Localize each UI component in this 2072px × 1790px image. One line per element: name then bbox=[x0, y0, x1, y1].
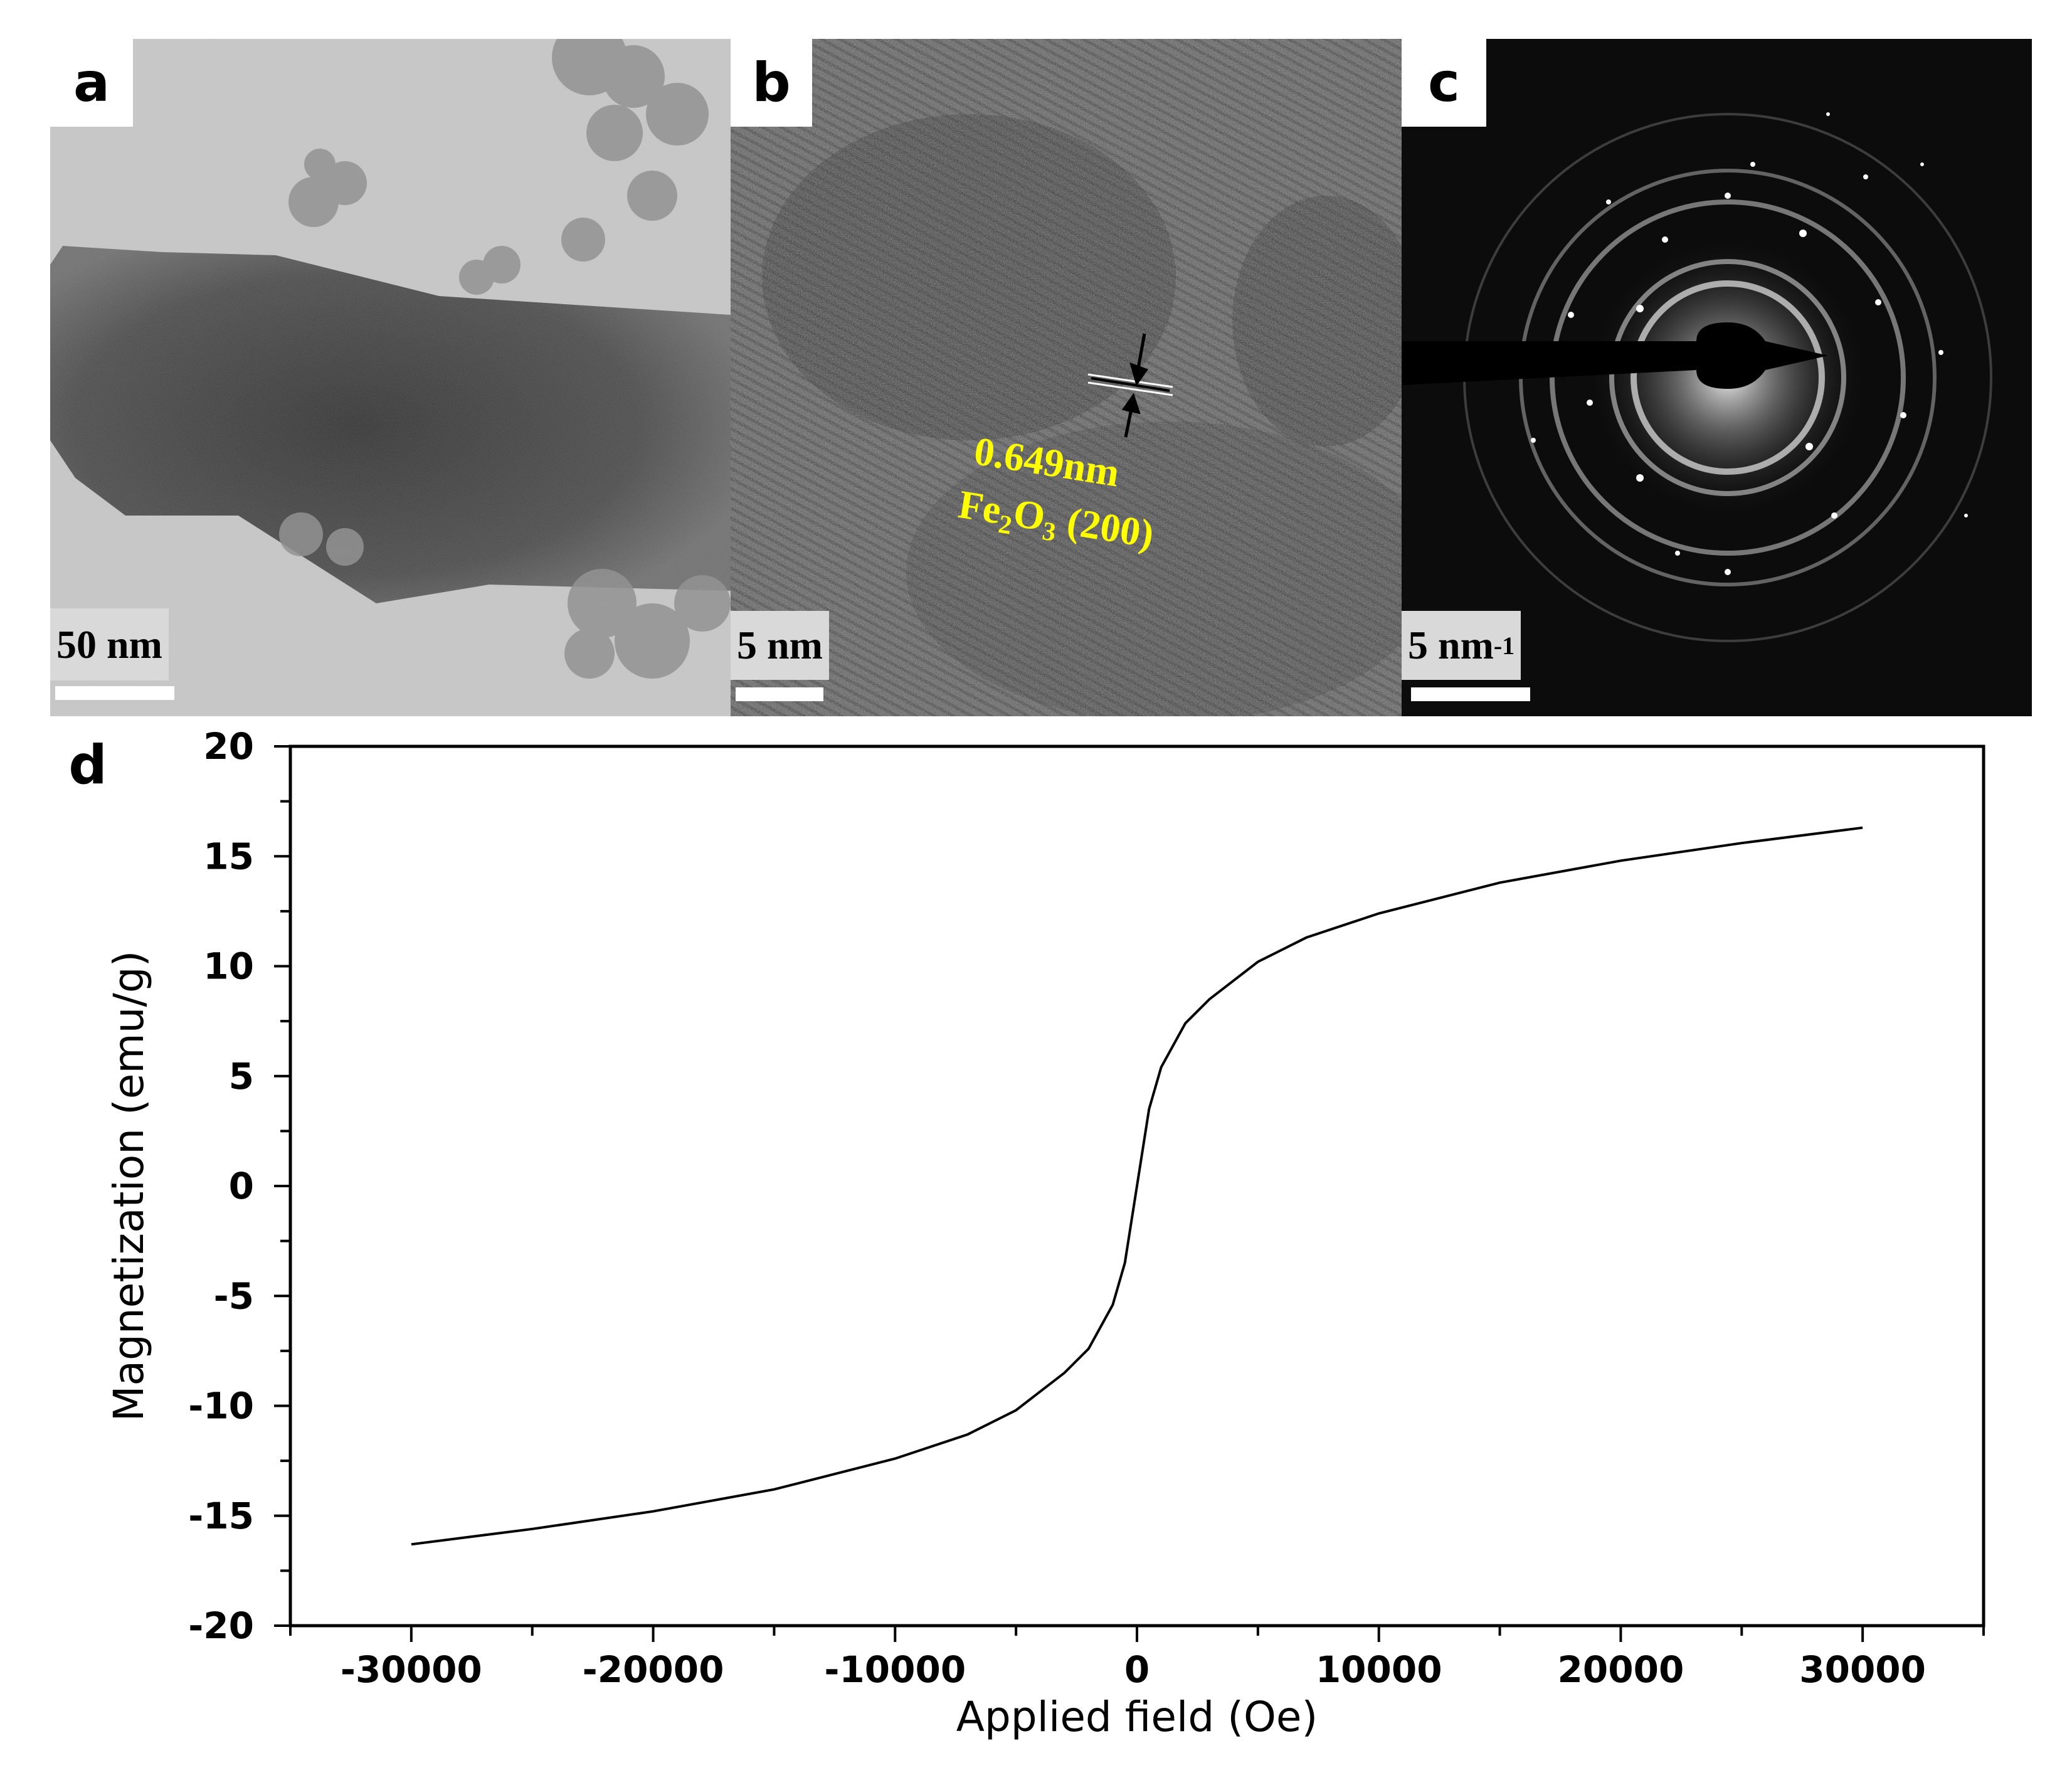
x-axis-label: Applied field (Oe) bbox=[956, 1693, 1318, 1741]
tem-image-panel-a: a 50 nm bbox=[50, 39, 731, 716]
scale-label-c: 5 nm -1 bbox=[1402, 611, 1521, 680]
x-tick-label: 10000 bbox=[1316, 1648, 1442, 1691]
magnetization-chart: -30000 -20000 -10000 0 10000 20000 30000 20 15 1… bbox=[105, 725, 1985, 1741]
x-tick-label: -10000 bbox=[824, 1648, 966, 1691]
x-tick-label: 30000 bbox=[1799, 1648, 1926, 1691]
scale-bar-a bbox=[55, 686, 174, 700]
scale-label-a: 50 nm bbox=[50, 608, 169, 681]
y-tick-label: 5 bbox=[229, 1055, 254, 1098]
scale-bar-b bbox=[736, 687, 823, 701]
scale-label-c-value: 5 nm bbox=[1408, 623, 1494, 667]
y-tick-label: 15 bbox=[203, 835, 254, 877]
scale-bar-c bbox=[1411, 687, 1530, 701]
y-axis-label: Magnetization (emu/g) bbox=[105, 951, 153, 1422]
plane-prefix: Fe bbox=[955, 481, 1005, 532]
y-tick-label: -20 bbox=[188, 1604, 254, 1647]
x-tick-label: -30000 bbox=[341, 1648, 482, 1691]
panel-label-b: b bbox=[731, 39, 812, 127]
y-tick-label: -5 bbox=[214, 1274, 254, 1317]
y-axis-ticks: 20 15 10 5 0 -5 -10 -15 -20 bbox=[188, 725, 290, 1647]
scale-label-c-exp: -1 bbox=[1493, 631, 1515, 660]
hrtem-image-panel-b: b 0.649nm Fe2O3 (200) 5 nm bbox=[731, 39, 1402, 716]
panel-label-c: c bbox=[1402, 39, 1486, 127]
y-tick-label: 0 bbox=[229, 1165, 254, 1207]
lattice-spacing-marker bbox=[1087, 333, 1173, 438]
y-tick-label: 10 bbox=[203, 945, 254, 988]
hrtem-image-b bbox=[731, 39, 1402, 716]
x-tick-label: 0 bbox=[1124, 1648, 1150, 1691]
tem-image-a bbox=[50, 39, 731, 716]
panel-label-a: a bbox=[50, 39, 133, 127]
y-tick-label: 20 bbox=[203, 725, 254, 768]
x-axis-ticks: -30000 -20000 -10000 0 10000 20000 30000 bbox=[289, 1626, 1985, 1691]
y-tick-label: -15 bbox=[188, 1495, 254, 1537]
scale-label-b: 5 nm bbox=[731, 611, 829, 680]
panel-label-d: d bbox=[60, 734, 116, 797]
saed-pattern-c bbox=[1402, 39, 2032, 716]
x-tick-label: 20000 bbox=[1558, 1648, 1684, 1691]
x-tick-label: -20000 bbox=[583, 1648, 724, 1691]
mh-curve bbox=[411, 826, 1863, 1546]
y-tick-label: -10 bbox=[188, 1385, 254, 1427]
saed-pattern-panel-c: c 5 nm -1 bbox=[1402, 39, 2032, 716]
